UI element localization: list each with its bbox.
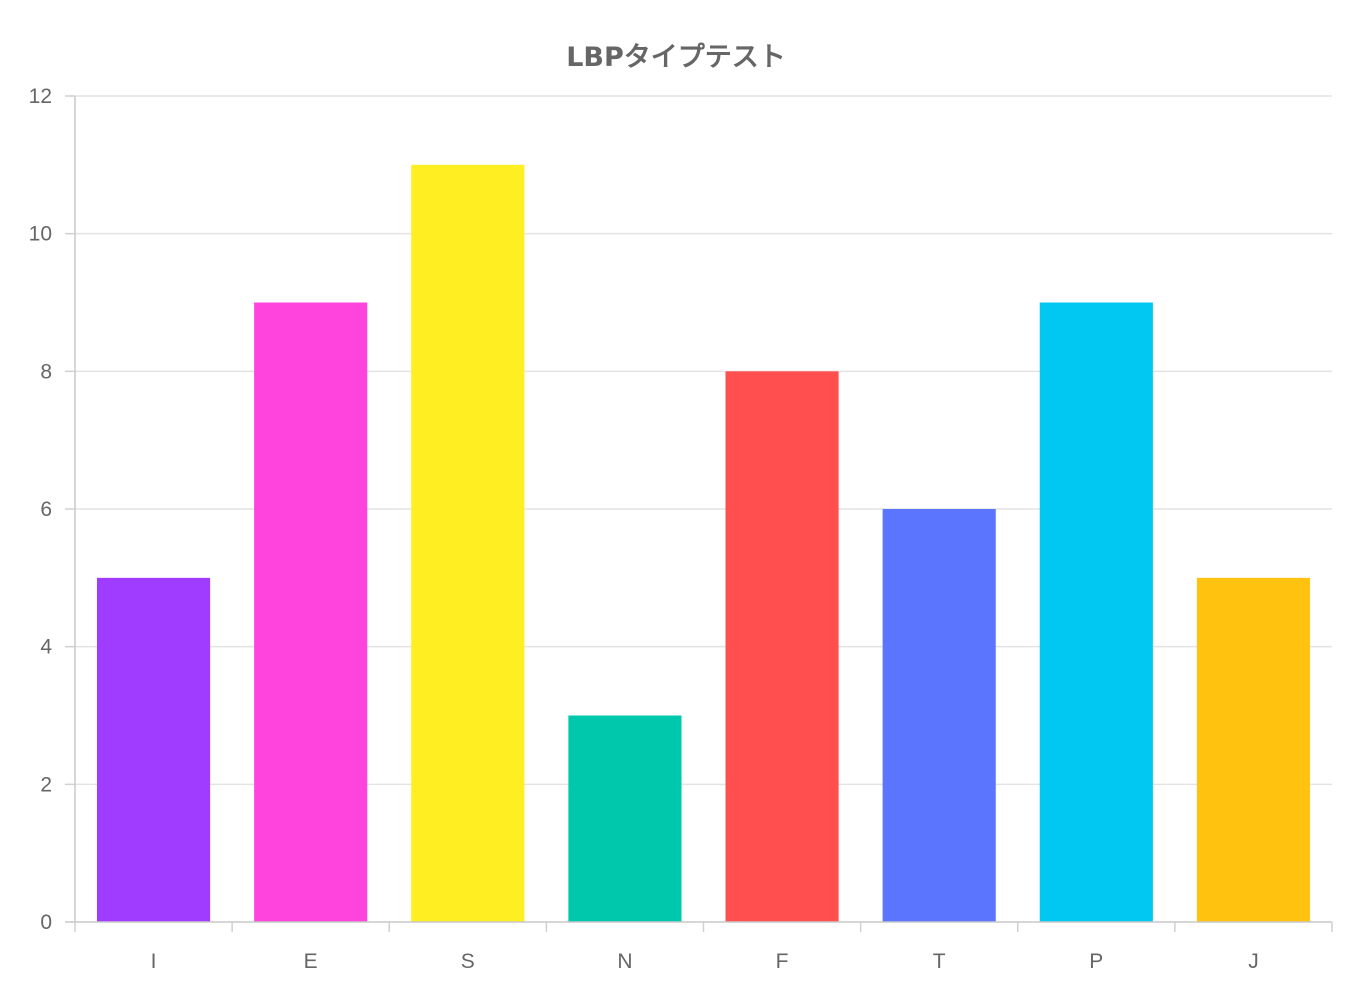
bar-e <box>254 302 368 922</box>
y-tick-label: 2 <box>40 773 52 796</box>
x-tick-label: S <box>461 950 475 973</box>
bar-p <box>1039 302 1153 922</box>
bars <box>96 164 1311 923</box>
y-axis-ticks: 0 2 4 6 8 10 12 <box>29 85 75 934</box>
y-tick-label: 0 <box>40 911 52 934</box>
bar-n <box>568 715 682 922</box>
y-tick-label: 12 <box>29 85 52 108</box>
y-tick-label: 6 <box>40 498 52 521</box>
x-tick-label: J <box>1248 950 1259 973</box>
y-tick-label: 8 <box>40 360 52 383</box>
y-tick-label: 10 <box>29 223 52 246</box>
bar-f <box>725 371 839 922</box>
bar-i <box>96 577 211 922</box>
bar-t <box>882 509 996 922</box>
x-tick-label: N <box>617 950 632 973</box>
bar-j <box>1196 577 1311 922</box>
bar-s <box>411 164 525 923</box>
x-tick-label: E <box>304 950 318 973</box>
y-tick-label: 4 <box>40 636 52 659</box>
x-tick-label: I <box>151 950 157 973</box>
x-tick-label: F <box>776 950 789 973</box>
chart-title: LBPタイプテスト <box>566 42 786 73</box>
x-tick-label: T <box>933 950 946 973</box>
x-tick-label: P <box>1089 950 1103 973</box>
